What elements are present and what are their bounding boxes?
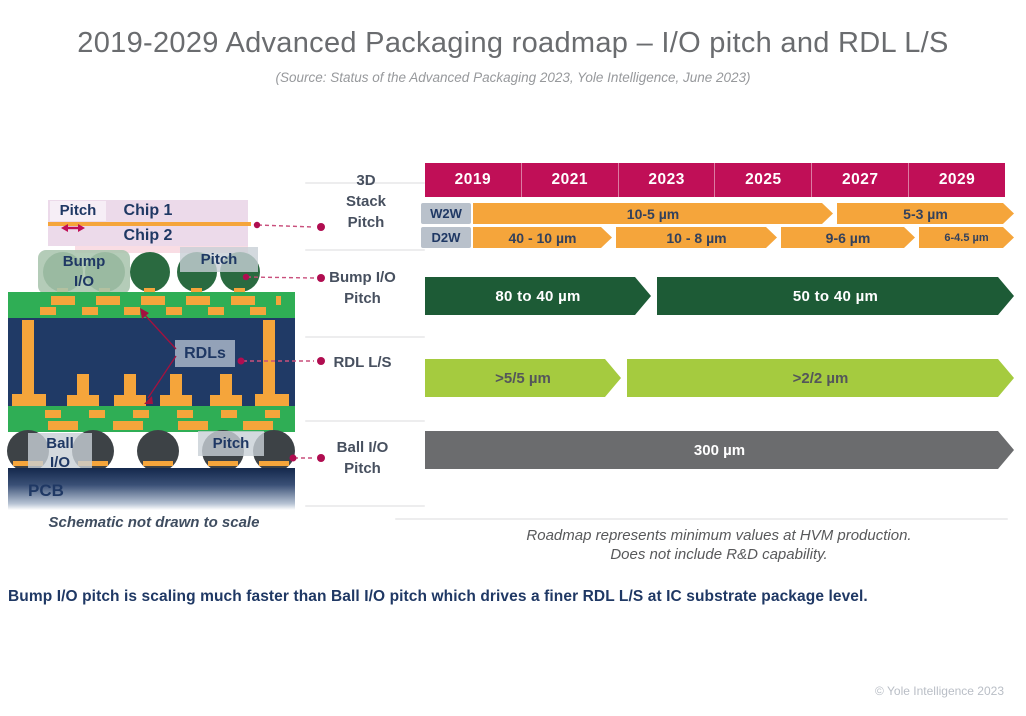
copper-pads: [48, 421, 274, 430]
row-label-ball-io-pitch: Ball I/O Pitch: [336, 439, 389, 477]
via-pad: [255, 394, 289, 406]
separator-line: [305, 249, 425, 251]
schematic-caption: Schematic not drawn to scale: [48, 514, 260, 531]
roadmap-note: Roadmap represents minimum values at HVM…: [526, 527, 912, 563]
roadmap-segment-bump: 80 to 40 µm: [425, 277, 651, 315]
via-bar: [22, 320, 34, 396]
pcb-layer: [8, 468, 295, 510]
via-pad: [210, 395, 242, 406]
roadmap-segment-bump: 50 to 40 µm: [657, 277, 1014, 315]
bump-pitch-label: Pitch: [180, 247, 258, 272]
year-cell: 2029: [938, 171, 976, 188]
via: [170, 374, 182, 396]
separator-line: [305, 182, 425, 184]
ball-pitch-label: Pitch: [198, 431, 264, 456]
stack-pitch-label: Pitch: [50, 201, 106, 221]
roadmap-segment-w2w: 5-3 µm: [837, 203, 1014, 224]
rdls-label: RDLs: [175, 340, 235, 367]
separator-line: [395, 518, 1008, 520]
via-pad: [114, 395, 146, 406]
via: [124, 374, 136, 396]
chip2-label: Chip 2: [123, 227, 173, 244]
via: [77, 374, 89, 396]
pcb-label: PCB: [28, 481, 64, 500]
year-header: 2019 2021 2023 2025 2027 2029: [425, 163, 1005, 197]
bump-icon: [130, 252, 170, 292]
ball-io-label: Ball I/O: [28, 433, 92, 473]
ball-pad: [259, 461, 289, 466]
separator-line: [305, 420, 425, 422]
year-cell: 2027: [812, 163, 910, 197]
copyright-text: © Yole Intelligence 2023: [875, 684, 1004, 698]
roadmap-segment-w2w: 10-5 µm: [473, 203, 833, 224]
roadmap-segment-d2w: 40 - 10 µm: [473, 227, 612, 248]
key-takeaway-text: Bump I/O pitch is scaling much faster th…: [8, 588, 868, 605]
roadmap-segment-rdl: >5/5 µm: [425, 359, 621, 397]
roadmap-segment-d2w: 10 - 8 µm: [616, 227, 777, 248]
rdl-core-layer: [8, 318, 295, 406]
row-label-bump-io-pitch: Bump I/O Pitch: [329, 269, 396, 307]
roadmap-segment-d2w: 6-4.5 µm: [919, 227, 1014, 248]
bump-io-label: Bump I/O: [38, 250, 130, 294]
row-label-3d-stack-pitch: 3D Stack Pitch: [345, 172, 387, 231]
roadmap-segment-d2w: 9-6 µm: [781, 227, 915, 248]
roadmap-segment-ball: 300 µm: [425, 431, 1014, 469]
year-cell: 2025: [715, 163, 813, 197]
page-subtitle: (Source: Status of the Advanced Packagin…: [275, 70, 751, 85]
ball-pad: [208, 461, 238, 466]
year-cell: 2023: [619, 163, 716, 197]
copper-pads: [51, 296, 281, 305]
separator-line: [305, 505, 425, 507]
via-bar: [263, 320, 275, 396]
d2w-tag: D2W: [421, 227, 471, 248]
year-cell: 2021: [522, 163, 619, 197]
copper-pads: [40, 307, 282, 315]
ball-pad: [78, 461, 108, 466]
chip1-label: Chip 1: [123, 202, 173, 219]
via: [220, 374, 232, 396]
via-pad: [160, 395, 192, 406]
roadmap-segment-rdl: >2/2 µm: [627, 359, 1014, 397]
copper-pads: [45, 410, 280, 418]
ball-pad: [143, 461, 173, 466]
bond-line: [48, 222, 251, 226]
underfill-strip: [75, 246, 248, 253]
row-label-rdl-ls: RDL L/S: [333, 354, 392, 371]
page-title: 2019-2029 Advanced Packaging roadmap – I…: [77, 27, 949, 59]
via-pad: [67, 395, 99, 406]
w2w-tag: W2W: [421, 203, 471, 224]
via-pad: [12, 394, 46, 406]
year-cell: 2019: [425, 163, 522, 197]
separator-line: [305, 336, 425, 338]
